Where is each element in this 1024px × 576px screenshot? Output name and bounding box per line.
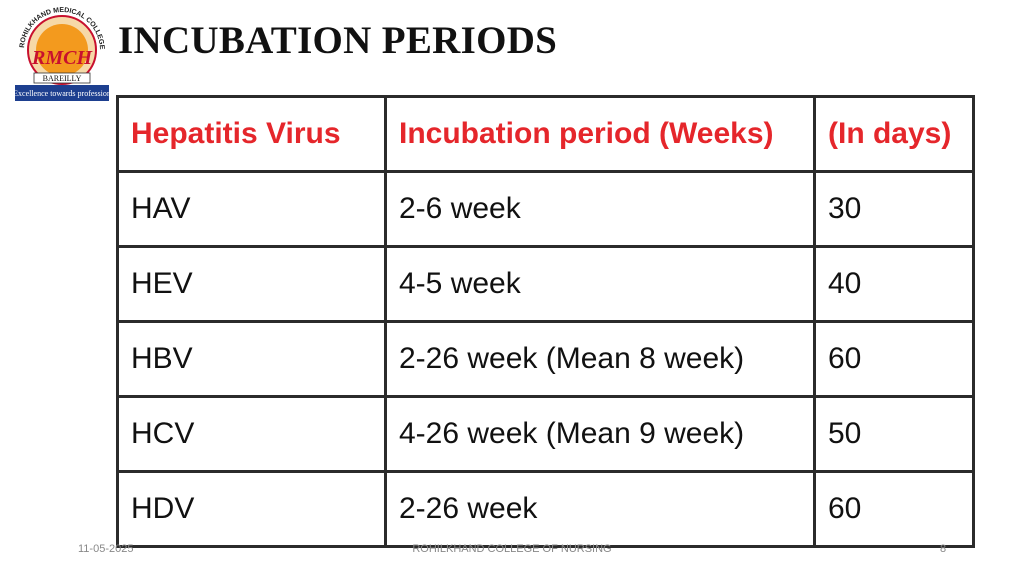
footer-center: ROHILKHAND COLLEGE OF NURSING	[412, 543, 612, 555]
logo-initials: RMCH	[31, 47, 93, 69]
column-header: Incubation period (Weeks)	[384, 95, 816, 173]
table-cell: HAV	[116, 170, 387, 248]
column-header: Hepatitis Virus	[116, 95, 387, 173]
table-cell: 60	[813, 470, 975, 548]
slide-title: INCUBATION PERIODS	[118, 19, 558, 62]
logo-city-box	[33, 72, 91, 84]
table-cell: 4-5 week	[384, 245, 816, 323]
table-cell: HEV	[116, 245, 387, 323]
table-cell: 30	[813, 170, 975, 248]
logo-city: BAREILLY	[43, 74, 82, 83]
table-cell: HCV	[116, 395, 387, 473]
table-cell: 2-6 week	[384, 170, 816, 248]
logo-motto-box	[15, 85, 109, 101]
header-row: Hepatitis Virus Incubation period (Weeks)…	[116, 95, 975, 173]
logo-sun	[36, 24, 88, 76]
logo-motto: Excellence towards profession	[13, 89, 111, 98]
column-header: (In days)	[813, 95, 975, 173]
table-cell: 50	[813, 395, 975, 473]
table-cell: HDV	[116, 470, 387, 548]
table-cell: HBV	[116, 320, 387, 398]
table-row: HCV 4-26 week (Mean 9 week) 50	[116, 395, 975, 473]
table-cell: 2-26 week	[384, 470, 816, 548]
table-row: HAV 2-6 week 30	[116, 170, 975, 248]
logo: ROHILKHAND MEDICAL COLLEGE & HOSPITAL RM…	[10, 4, 111, 101]
incubation-table: Hepatitis Virus Incubation period (Weeks)…	[116, 95, 975, 548]
table-row: HDV 2-26 week 60	[116, 470, 975, 548]
table-cell: 40	[813, 245, 975, 323]
footer-date: 11-05-2025	[78, 543, 134, 555]
table-row: HBV 2-26 week (Mean 8 week) 60	[116, 320, 975, 398]
table-cell: 60	[813, 320, 975, 398]
table-cell: 2-26 week (Mean 8 week)	[384, 320, 816, 398]
page-number: 8	[940, 543, 947, 555]
table-cell: 4-26 week (Mean 9 week)	[384, 395, 816, 473]
table-row: HEV 4-5 week 40	[116, 245, 975, 323]
